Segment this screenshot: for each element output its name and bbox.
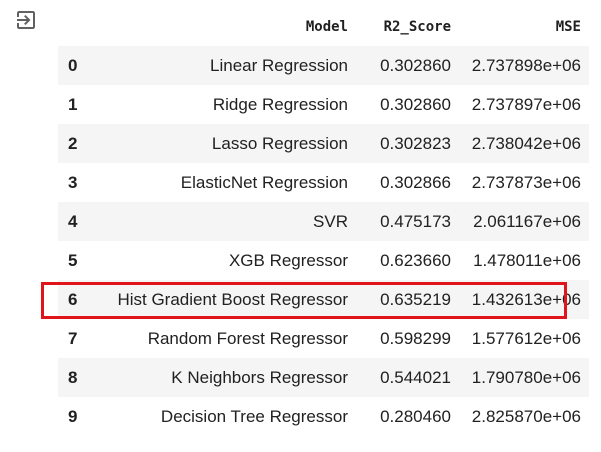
index-column-header bbox=[58, 8, 98, 46]
model-column-header: Model bbox=[305, 19, 348, 35]
row-index: 8 bbox=[68, 367, 78, 387]
mse-cell: 1.478011e+06 bbox=[473, 250, 581, 270]
r2-score-cell: 0.302860 bbox=[380, 55, 451, 75]
exit-to-app-icon[interactable] bbox=[14, 8, 38, 32]
row-index: 2 bbox=[68, 133, 78, 153]
r2-score-column-header: R2_Score bbox=[383, 19, 451, 35]
model-cell: Random Forest Regressor bbox=[147, 328, 348, 348]
mse-cell: 2.061167e+06 bbox=[473, 211, 581, 231]
table-row: 0 Linear Regression 0.302860 2.737898e+0… bbox=[58, 46, 589, 85]
mse-cell: 1.577612e+06 bbox=[471, 328, 581, 348]
mse-cell: 1.790780e+06 bbox=[471, 367, 581, 387]
table-row: 7 Random Forest Regressor 0.598299 1.577… bbox=[58, 319, 589, 358]
model-cell: Hist Gradient Boost Regressor bbox=[117, 289, 348, 309]
row-index: 9 bbox=[68, 406, 78, 426]
mse-cell: 2.737897e+06 bbox=[471, 94, 581, 114]
table-row: 2 Lasso Regression 0.302823 2.738042e+06 bbox=[58, 124, 589, 163]
dataframe-table: Model R2_Score MSE 0 Linear Regression 0… bbox=[58, 8, 589, 436]
mse-column-header: MSE bbox=[555, 19, 581, 35]
model-cell: Decision Tree Regressor bbox=[160, 406, 348, 426]
r2-score-cell: 0.302823 bbox=[380, 133, 451, 153]
model-cell: Ridge Regression bbox=[212, 94, 348, 114]
r2-score-cell: 0.635219 bbox=[380, 289, 451, 309]
row-index: 3 bbox=[68, 172, 78, 192]
model-cell: ElasticNet Regression bbox=[180, 172, 348, 192]
r2-score-cell: 0.302866 bbox=[380, 172, 451, 192]
row-index: 4 bbox=[68, 211, 78, 231]
mse-cell: 2.737873e+06 bbox=[471, 172, 581, 192]
row-index: 0 bbox=[68, 55, 78, 75]
model-cell: K Neighbors Regressor bbox=[171, 367, 348, 387]
model-cell: Lasso Regression bbox=[211, 133, 348, 153]
model-cell: SVR bbox=[313, 211, 348, 231]
mse-cell: 2.738042e+06 bbox=[471, 133, 581, 153]
model-cell: Linear Regression bbox=[210, 55, 348, 75]
row-index: 6 bbox=[68, 289, 78, 309]
table-row: 4 SVR 0.475173 2.061167e+06 bbox=[58, 202, 589, 241]
table-row-highlighted: 6 Hist Gradient Boost Regressor 0.635219… bbox=[58, 280, 589, 319]
model-cell: XGB Regressor bbox=[228, 250, 348, 270]
row-index: 5 bbox=[68, 250, 78, 270]
row-index: 1 bbox=[68, 94, 78, 114]
r2-score-cell: 0.623660 bbox=[380, 250, 451, 270]
r2-score-cell: 0.544021 bbox=[380, 367, 451, 387]
r2-score-cell: 0.475173 bbox=[380, 211, 451, 231]
table-header-row: Model R2_Score MSE bbox=[58, 8, 589, 46]
r2-score-cell: 0.302860 bbox=[380, 94, 451, 114]
r2-score-cell: 0.280460 bbox=[380, 406, 451, 426]
r2-score-cell: 0.598299 bbox=[380, 328, 451, 348]
mse-cell: 2.825870e+06 bbox=[471, 406, 581, 426]
mse-cell: 2.737898e+06 bbox=[471, 55, 581, 75]
table-row: 9 Decision Tree Regressor 0.280460 2.825… bbox=[58, 397, 589, 436]
table-row: 1 Ridge Regression 0.302860 2.737897e+06 bbox=[58, 85, 589, 124]
mse-cell: 1.432613e+06 bbox=[471, 289, 581, 309]
table-row: 3 ElasticNet Regression 0.302866 2.73787… bbox=[58, 163, 589, 202]
row-index: 7 bbox=[68, 328, 78, 348]
table-row: 5 XGB Regressor 0.623660 1.478011e+06 bbox=[58, 241, 589, 280]
table-row: 8 K Neighbors Regressor 0.544021 1.79078… bbox=[58, 358, 589, 397]
